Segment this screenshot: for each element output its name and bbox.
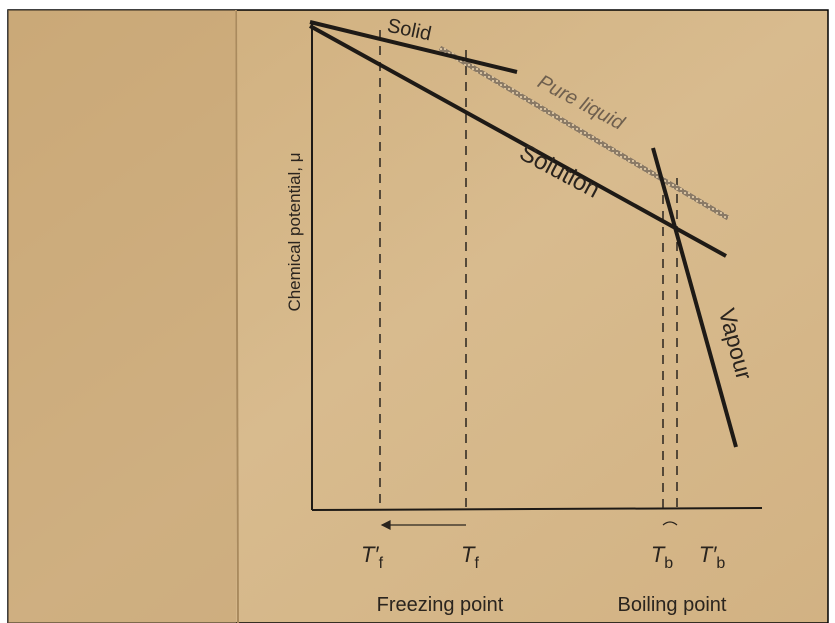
axis-label: Chemical potential, μ	[285, 152, 304, 311]
page: Chemical potential, μ Solid Pure liquid …	[0, 0, 835, 623]
symbol: T′	[699, 542, 717, 567]
subscript: b	[716, 555, 725, 572]
left-page	[8, 10, 236, 623]
caption: Freezing point	[377, 594, 504, 616]
subscript: b	[664, 555, 673, 572]
subscript: f	[475, 555, 480, 572]
subscript: f	[379, 555, 384, 572]
caption: Boiling point	[618, 594, 727, 616]
symbol: T′	[361, 542, 379, 567]
photo: Chemical potential, μ Solid Pure liquid …	[0, 0, 835, 623]
